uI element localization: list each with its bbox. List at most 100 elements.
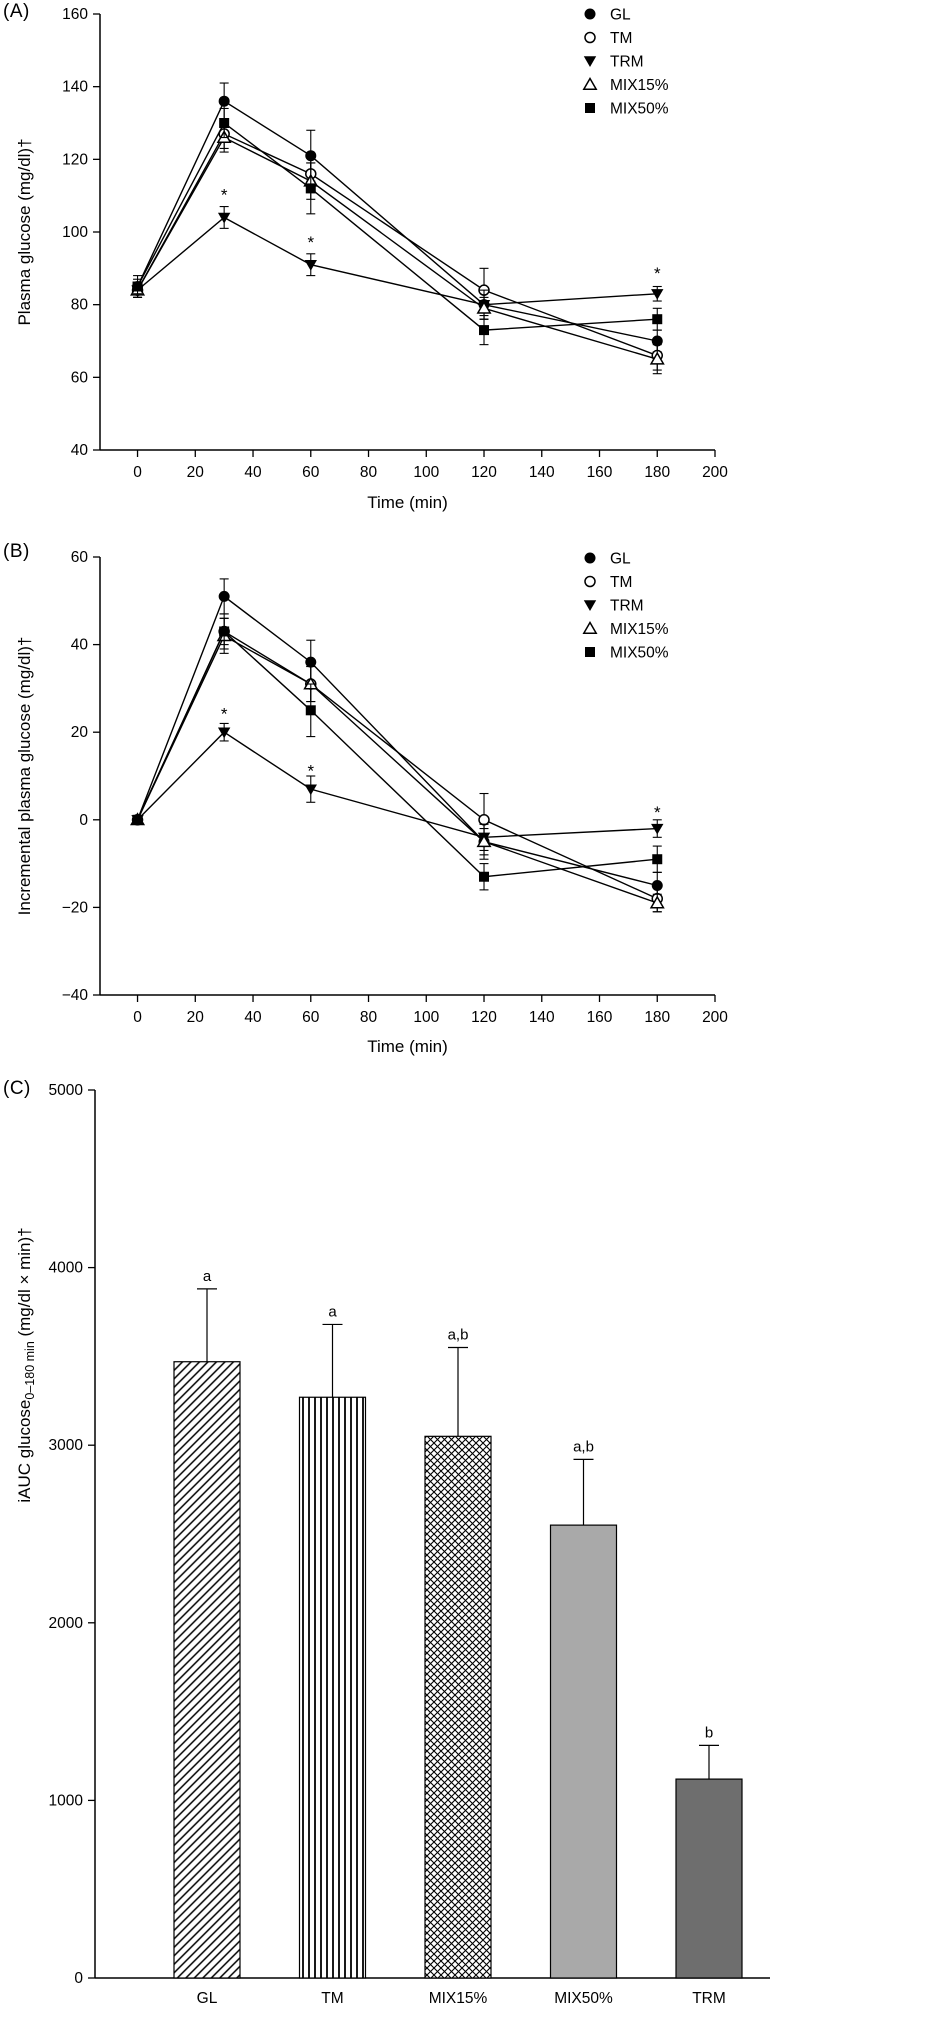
marker-triangle-down-filled xyxy=(304,784,317,796)
tick-marks xyxy=(93,556,716,1002)
marker-triangle-down-filled xyxy=(583,600,597,611)
marker-square-filled xyxy=(652,854,663,865)
marker-triangle-down-filled xyxy=(217,727,231,739)
x-axis-title: Time (min) xyxy=(367,493,448,512)
marker-triangle-up-open xyxy=(582,621,598,634)
tick-labels: 0 20 40 60 80 100 120 140 160 180 200 −40 −20 0 20 40 60 xyxy=(62,549,729,1026)
y-axis-title: Plasma glucose (mg/dl)† xyxy=(15,138,34,325)
marker-triangle-up-open xyxy=(582,77,598,90)
x-tick-label: 80 xyxy=(360,464,378,481)
y-tick-label: 160 xyxy=(62,6,88,23)
marker-square-filled xyxy=(219,626,230,637)
y-tick-label: 3000 xyxy=(49,1437,84,1454)
series-TRM xyxy=(131,206,664,320)
series-MIX50% xyxy=(132,617,663,891)
marker-triangle-up-open xyxy=(476,834,492,848)
axes xyxy=(99,557,715,996)
x-tick-label: 100 xyxy=(413,464,439,481)
marker-triangle-up-open xyxy=(476,300,492,314)
x-tick-label: 60 xyxy=(302,464,320,481)
significance-label: a,b xyxy=(573,1438,594,1455)
legend: GL TM TRM MIX15% MIX50% xyxy=(582,7,669,118)
legend-label: TM xyxy=(610,30,632,47)
x-tick-label: 20 xyxy=(187,1009,205,1026)
tick-marks xyxy=(88,1089,95,1979)
legend-label: MIX50% xyxy=(610,101,669,118)
marker-square-filled xyxy=(305,705,316,716)
panel-b-letter: (B) xyxy=(3,541,30,562)
tick-marks xyxy=(93,13,716,457)
significance-asterisk: * xyxy=(307,233,314,252)
marker-circle-filled xyxy=(584,8,596,20)
y-tick-label: 0 xyxy=(79,812,88,829)
series-TRM xyxy=(131,722,664,852)
x-tick-label: 100 xyxy=(413,1009,439,1026)
x-tick-label: 180 xyxy=(644,1009,670,1026)
legend-label: TRM xyxy=(610,54,644,71)
marker-square-filled xyxy=(305,183,316,194)
category-label: TM xyxy=(321,1990,343,2007)
legend-label: GL xyxy=(610,7,631,24)
significance-label: a xyxy=(203,1268,212,1285)
marker-triangle-down-filled xyxy=(651,823,664,835)
category-label: TRM xyxy=(692,1990,726,2007)
x-tick-label: 120 xyxy=(471,1009,497,1026)
series-line xyxy=(137,731,658,839)
category-label: GL xyxy=(197,1990,218,2007)
marker-circle-filled xyxy=(218,95,230,107)
x-tick-label: 40 xyxy=(244,464,262,481)
x-tick-label: 0 xyxy=(133,1009,142,1026)
tick-labels: 0 20 40 60 80 100 120 140 160 180 200 40 60 80 100 120 1… xyxy=(62,6,728,481)
legend-label: TRM xyxy=(610,598,644,615)
y-tick-label: −40 xyxy=(62,987,89,1004)
x-tick-label: 200 xyxy=(702,464,728,481)
y-axis-title: Incremental plasma glucose (mg/dl)† xyxy=(15,637,34,916)
significance-label: b xyxy=(705,1724,713,1741)
marker-square-filled xyxy=(585,103,595,113)
legend: GL TM TRM MIX15% MIX50% xyxy=(582,551,669,662)
y-tick-label: 60 xyxy=(71,369,89,386)
x-tick-label: 20 xyxy=(187,464,205,481)
y-tick-label: 100 xyxy=(62,224,88,241)
bar-MIX15% xyxy=(424,1435,492,1979)
marker-square-filled xyxy=(479,325,490,336)
significance-asterisk: * xyxy=(654,803,661,822)
panel-a-letter: (A) xyxy=(3,1,30,22)
series-line xyxy=(136,630,658,878)
significance-label: a,b xyxy=(448,1327,469,1344)
series-line xyxy=(136,630,658,900)
marker-circle-filled xyxy=(218,590,230,602)
tick-labels: 0 1000 2000 3000 4000 5000 xyxy=(49,1082,84,1987)
marker-square-filled xyxy=(132,814,143,825)
panel-b-chart: 0 20 40 60 80 100 120 140 160 180 200 −40 −20 0 20 40 60… xyxy=(15,549,729,1056)
y-tick-label: 1000 xyxy=(49,1792,84,1809)
panel-a: (A) 0 20 40 60 80 100 120 140 160 180 200 40 60 80 100… xyxy=(0,0,945,530)
x-tick-label: 140 xyxy=(529,1009,555,1026)
series-GL xyxy=(132,578,663,900)
marker-square-filled xyxy=(132,281,143,292)
series-MIX15% xyxy=(130,617,665,913)
x-tick-label: 160 xyxy=(587,464,613,481)
legend-label: GL xyxy=(610,551,631,568)
significance-asterisk: * xyxy=(221,186,228,205)
marker-triangle-down-filled xyxy=(583,56,597,67)
bar-TRM xyxy=(675,1778,743,1979)
y-tick-label: 60 xyxy=(71,549,89,566)
bar-GL xyxy=(173,1361,241,1979)
marker-triangle-up-open xyxy=(649,351,665,365)
marker-circle-filled xyxy=(305,656,317,668)
marker-circle-open xyxy=(584,31,596,44)
bar-MIX50% xyxy=(549,1524,618,1979)
y-tick-label: 0 xyxy=(74,1970,83,1987)
series-MIX15% xyxy=(130,122,665,375)
y-tick-label: −20 xyxy=(62,899,89,916)
x-tick-label: 200 xyxy=(702,1009,728,1026)
series-line xyxy=(136,100,658,342)
panel-a-chart: 0 20 40 60 80 100 120 140 160 180 200 40 60 80 100 120 1… xyxy=(15,6,728,512)
bar-TM xyxy=(298,1396,367,1979)
legend-label: MIX50% xyxy=(610,645,669,662)
marker-square-filled xyxy=(479,871,490,882)
y-axis-title: iAUC glucose0–180 min (mg/dl × min)† xyxy=(15,1227,37,1502)
marker-triangle-down-filled xyxy=(304,260,317,271)
x-tick-label: 120 xyxy=(471,464,497,481)
